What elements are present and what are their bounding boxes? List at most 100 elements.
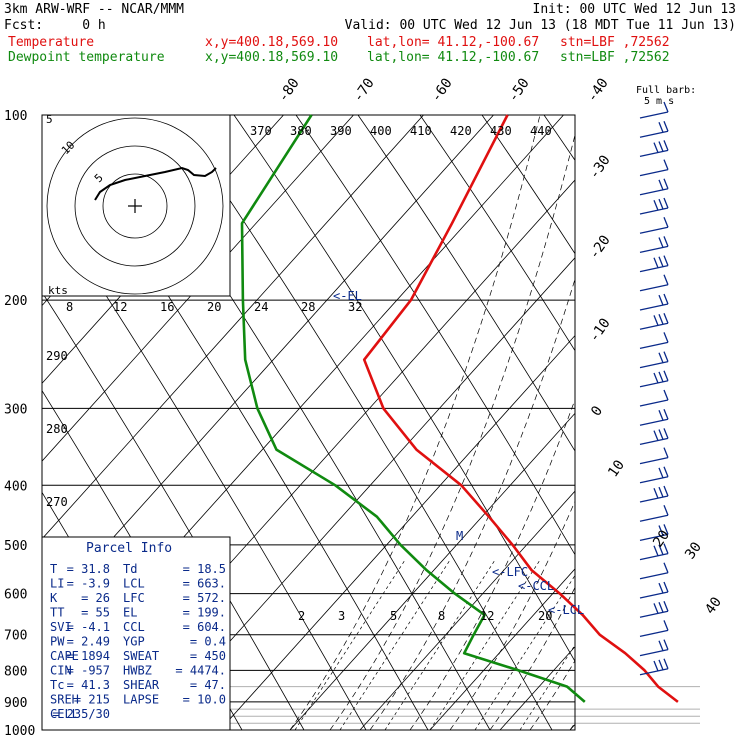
wind-barb: [639, 447, 669, 465]
parcel-value: = 10.0: [183, 693, 226, 707]
mixing-ratio-line: [384, 559, 496, 730]
dry-adiabat: [419, 115, 575, 352]
mixing-ratio-line: [474, 574, 575, 730]
parcel-value: = 0.4: [190, 635, 226, 649]
parcel-value: = 604.: [183, 620, 226, 634]
pressure-label: 700: [4, 629, 27, 644]
parcel-value: = 199.: [183, 606, 226, 620]
wind-barb: [639, 504, 669, 522]
speed-tick: 8: [66, 300, 73, 314]
isotherm-line: [42, 115, 354, 462]
pressure-label: 200: [4, 294, 27, 309]
wind-barb: [639, 197, 669, 215]
parcel-key: SHEAR: [123, 678, 160, 692]
parcel-value: = -4.1: [67, 620, 110, 634]
wind-barb: [639, 332, 669, 350]
parcel-value: = 4474.: [175, 664, 226, 678]
speed-tick: 20: [207, 300, 221, 314]
mixing-ratio-line: [294, 559, 406, 730]
hodograph: 5 10 5: [41, 113, 231, 297]
level-marker-lfc: <-LFC: [492, 565, 528, 579]
wind-barb: [639, 581, 669, 599]
dry-adiabat: [543, 115, 575, 161]
theta-side-label: 280: [46, 422, 68, 436]
wind-barb: [639, 178, 669, 196]
dry-adiabat: [295, 115, 575, 556]
init-time: Init: 00 UTC Wed 12 Jun 13: [532, 2, 737, 17]
moist-adiabat: [529, 660, 575, 730]
isotherm-label: -10: [586, 315, 614, 345]
parcel-value: = -957: [67, 664, 110, 678]
parcel-key: HWBZ: [123, 664, 152, 678]
plot-frame: [41, 114, 576, 731]
moist-adiabat: [289, 115, 541, 730]
isotherm-label: -20: [586, 232, 614, 262]
pressure-label: 900: [4, 696, 27, 711]
level-marker-m_marker: M: [456, 529, 463, 543]
speed-tick: 28: [301, 300, 315, 314]
isotherm-line: [42, 115, 494, 618]
isotherm-line: [149, 257, 575, 730]
parcel-key: Tc: [50, 678, 64, 692]
parcel-info-title: Parcel Info: [86, 541, 172, 556]
barb-legend-line2: 5 m s: [644, 96, 674, 107]
legend-dewpoint-latlon: lat,lon= 41.12,-100.67: [367, 50, 540, 65]
level-marker-lcl: <-LCL: [548, 603, 584, 617]
isotherm-label: -80: [275, 75, 303, 105]
wind-barb: [639, 428, 669, 446]
parcel-key: SREH: [50, 693, 79, 707]
barb-legend-line1: Full barb:: [636, 85, 696, 96]
wind-barb: [639, 639, 669, 657]
dry-adiabat: [42, 291, 305, 730]
parcel-value: = 55: [81, 606, 110, 620]
parcel-key: LI: [50, 577, 64, 591]
wind-barb: [639, 620, 669, 638]
wind-barb: [639, 140, 669, 158]
legend-temperature-xy: x,y=400.18,569.10: [205, 35, 339, 50]
mixing-ratio-label: 20: [538, 609, 552, 623]
wind-barb: [639, 159, 669, 177]
parcel-value: = 41.3: [67, 678, 110, 692]
parcel-key: Td: [123, 562, 137, 576]
mixing-ratio-label: 5: [390, 609, 397, 623]
theta-label: 370: [250, 124, 272, 138]
parcel-key: LFC: [123, 591, 145, 605]
theta-label: 430: [490, 124, 512, 138]
wind-barb: [639, 600, 669, 618]
theta-label: 440: [530, 124, 552, 138]
wind-barb: [639, 120, 669, 138]
legend-temperature-latlon: lat,lon= 41.12,-100.67: [367, 35, 540, 50]
theta-side-label: 270: [46, 495, 68, 509]
legend-dewpoint-stn: stn=LBF ,72562: [560, 50, 670, 65]
wind-barb: [639, 524, 669, 542]
wind-barb: [639, 351, 669, 369]
parcel-value: = 235/30: [52, 707, 110, 721]
parcel-key: CIN: [50, 664, 72, 678]
parcel-key: SVI: [50, 620, 72, 634]
parcel-key: CCL: [123, 620, 145, 634]
level-marker-el: <-EL: [333, 289, 362, 303]
sounding-curves: [240, 114, 679, 703]
pressure-label: 300: [4, 402, 27, 417]
forecast-hour: Fcst: 0 h: [4, 18, 106, 33]
theta-label: 380: [290, 124, 312, 138]
svg-text:5: 5: [46, 113, 53, 126]
legend-temperature-name: Temperature: [8, 35, 95, 50]
parcel-key: SWEAT: [123, 649, 159, 663]
isotherm-line: [219, 334, 575, 730]
mixing-ratio-line: [339, 559, 451, 730]
isotherm-line: [710, 115, 740, 730]
isotherm-label: 40: [702, 594, 725, 617]
isotherm-label: -70: [350, 75, 378, 105]
parcel-key: LAPSE: [123, 693, 159, 707]
isotherm-label: -60: [428, 75, 456, 105]
isotherm-label: 0: [588, 403, 606, 419]
moist-adiabat: [409, 398, 575, 730]
dry-adiabat: [42, 196, 367, 730]
parcel-value: = -3.9: [67, 577, 110, 591]
parcel-key: CAPE: [50, 649, 79, 663]
mixing-ratio-line: [429, 559, 541, 730]
legend-dewpoint-name: Dewpoint temperature: [8, 50, 165, 65]
wind-barb: [639, 485, 669, 503]
